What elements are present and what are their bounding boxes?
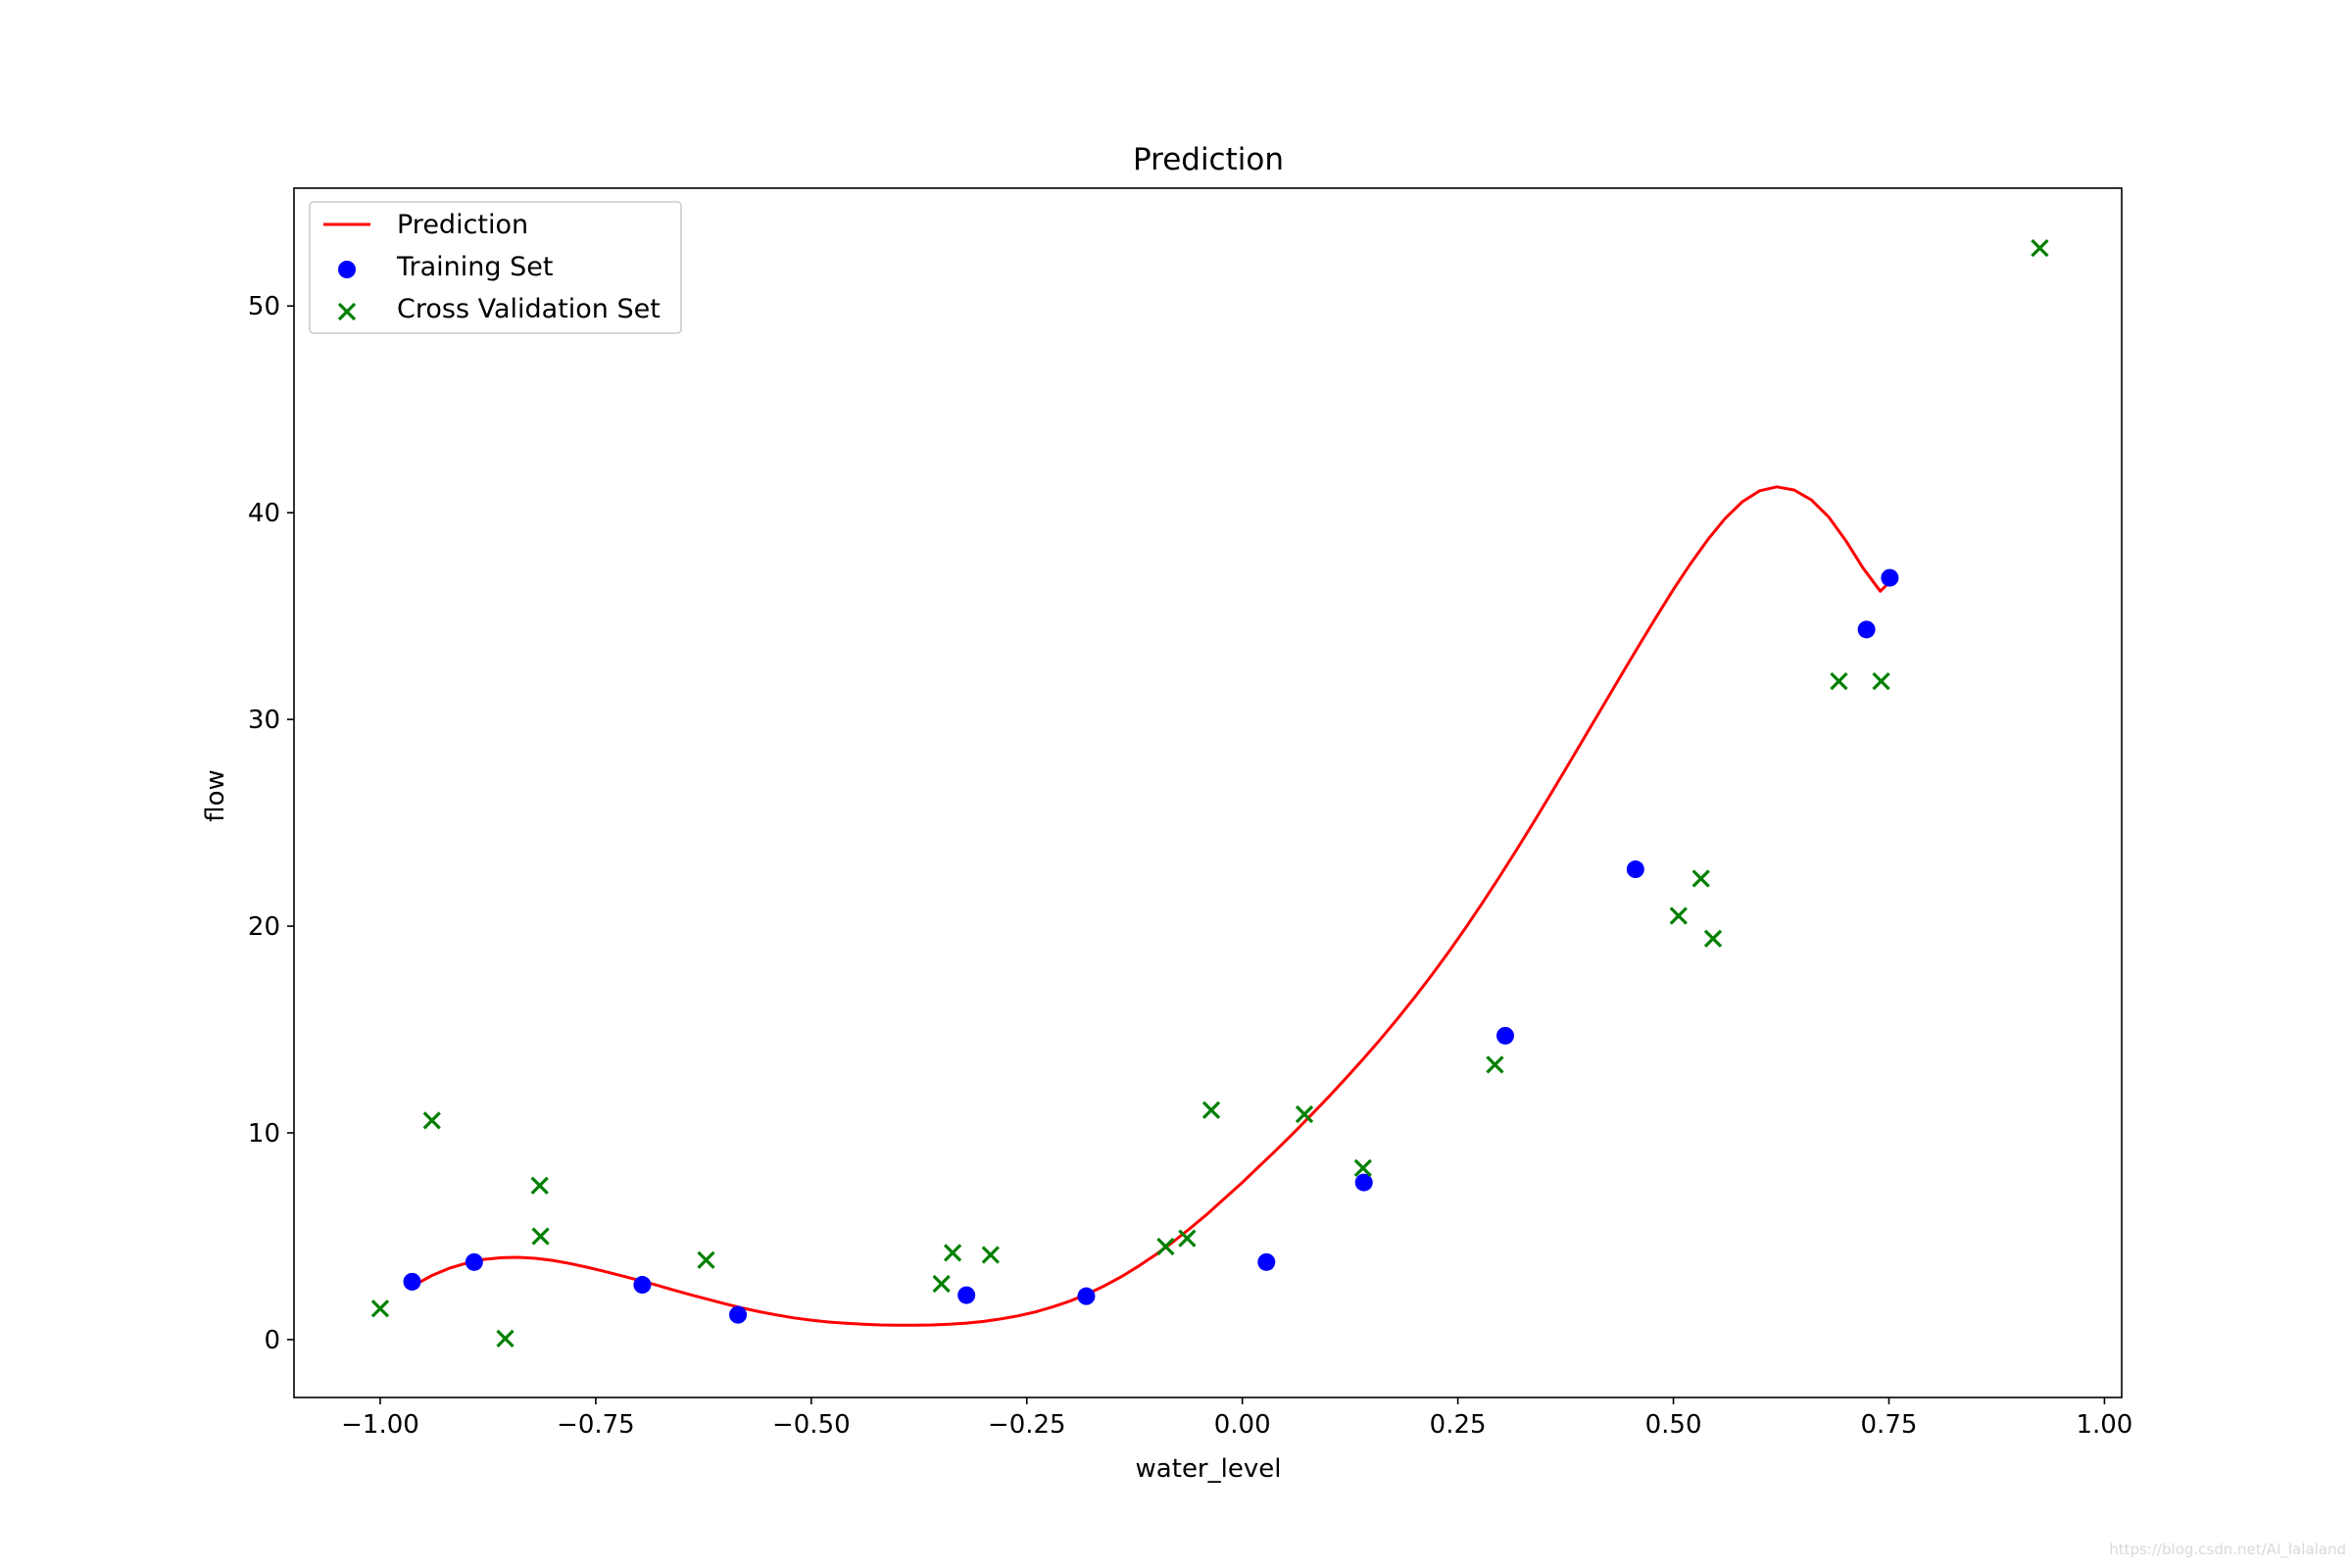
validation-point: [1691, 869, 1710, 888]
training-point: [957, 1286, 976, 1304]
legend: Prediction Training Set Cross Validation S…: [309, 201, 682, 334]
x-tick-label: 0.00: [1214, 1410, 1271, 1440]
training-point: [1257, 1252, 1276, 1271]
validation-point: [370, 1299, 390, 1318]
chart-title: Prediction: [1133, 142, 1284, 177]
watermark: https://blog.csdn.net/AI_lalaland: [2109, 1541, 2346, 1558]
training-point: [1881, 568, 1899, 587]
validation-point: [1486, 1055, 1504, 1074]
validation-point: [1669, 906, 1688, 925]
y-tick-label: 20: [248, 912, 280, 942]
y-tick-label: 30: [248, 706, 280, 735]
training-point: [633, 1276, 652, 1295]
validation-point: [422, 1111, 441, 1130]
axes-layer: −1.00 −0.75 −0.50 −0.25 0.00 0.25 0.50 0.75 1.00…: [248, 187, 2132, 1440]
y-axis-label: flow: [201, 769, 230, 822]
training-point: [1496, 1026, 1515, 1045]
validation-point: [1156, 1237, 1175, 1256]
validation-point: [1178, 1229, 1197, 1248]
validation-point: [531, 1227, 550, 1246]
training-point: [1077, 1287, 1096, 1305]
validation-point: [1295, 1104, 1314, 1124]
training-point: [1626, 860, 1644, 879]
validation-point: [943, 1244, 962, 1262]
x-tick-label: −0.75: [557, 1410, 635, 1440]
y-tick-label: 40: [248, 499, 280, 528]
validation-point: [530, 1176, 549, 1195]
x-tick-label: 0.50: [1645, 1410, 1702, 1440]
x-tick-label: 0.25: [1430, 1410, 1487, 1440]
validation-point: [1872, 671, 1890, 691]
legend-dot-handle: [338, 261, 356, 278]
y-tick-label: 50: [248, 292, 280, 321]
legend-label: Prediction: [397, 210, 528, 240]
validation-point: [932, 1274, 951, 1294]
x-tick-label: 0.75: [1861, 1410, 1918, 1440]
plot-area: [294, 188, 2122, 1397]
training-point: [1354, 1173, 1373, 1192]
validation-point: [1201, 1101, 1221, 1119]
validation-point: [697, 1250, 715, 1269]
legend-label: Training Set: [396, 252, 553, 282]
series-layer: [370, 239, 2049, 1348]
x-tick-label: −0.50: [772, 1410, 851, 1440]
prediction-line: [412, 485, 1892, 1327]
validation-point: [981, 1246, 1000, 1264]
x-tick-label: −1.00: [341, 1410, 419, 1440]
validation-point: [1703, 929, 1723, 948]
training-point: [403, 1272, 421, 1291]
legend-label: Cross Validation Set: [397, 294, 661, 324]
x-axis-label: water_level: [1136, 1454, 1282, 1484]
training-point: [729, 1305, 748, 1324]
y-tick-label: 10: [248, 1119, 280, 1149]
y-tick-label: 0: [264, 1326, 280, 1355]
legend-cross-handle: [337, 302, 357, 321]
x-tick-label: −0.25: [988, 1410, 1066, 1440]
axes-frame: [293, 187, 2123, 1398]
training-point: [1857, 620, 1876, 639]
training-point: [465, 1252, 483, 1271]
x-tick-label: 1.00: [2076, 1410, 2132, 1440]
legend-box: [309, 201, 682, 334]
validation-point: [1830, 671, 1848, 691]
validation-point: [1353, 1158, 1372, 1177]
validation-point: [2031, 239, 2049, 258]
plot-background: [294, 188, 2122, 1397]
validation-point: [496, 1329, 514, 1348]
